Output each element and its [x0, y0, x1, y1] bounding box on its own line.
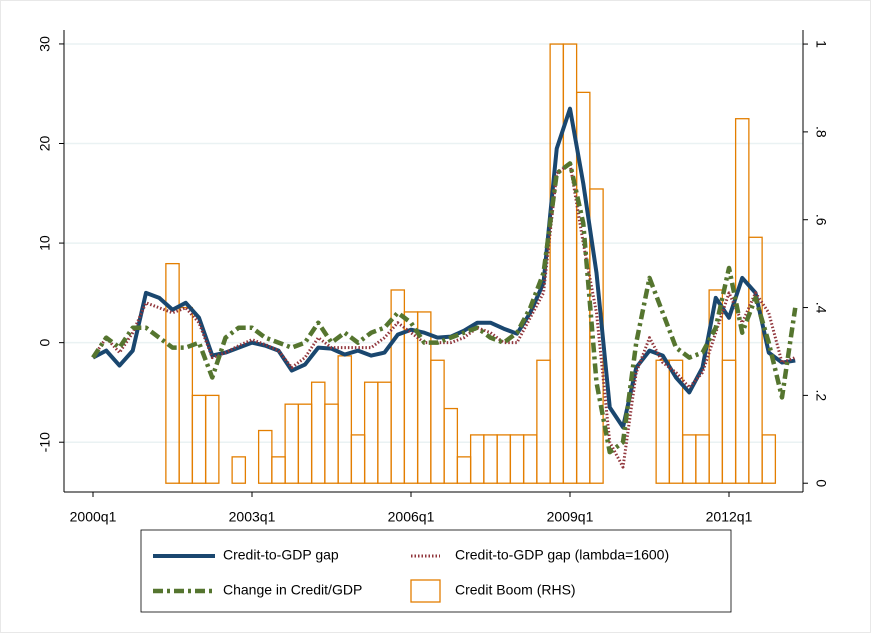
legend-label: Change in Credit/GDP	[223, 582, 362, 598]
bar	[204, 394, 220, 484]
bar	[748, 236, 763, 484]
y-tick-label: 20	[37, 136, 53, 152]
legend-label: Credit Boom (RHS)	[455, 582, 576, 598]
bar	[443, 407, 459, 484]
plot-area	[64, 30, 803, 492]
legend	[140, 529, 732, 613]
x-tick-label: 2000q1	[70, 509, 117, 525]
line	[91, 161, 796, 469]
y-tick-label: 10	[37, 235, 53, 251]
y2-tick-label: .6	[813, 214, 829, 226]
y-tick-label: 0	[37, 339, 53, 347]
bar	[761, 434, 777, 484]
line	[91, 161, 798, 455]
bar	[668, 359, 684, 484]
y2-tick-label: .8	[813, 126, 829, 138]
legend-label: Credit-to-GDP gap (lambda=1600)	[455, 547, 669, 563]
x-tick-label: 2009q1	[547, 509, 594, 525]
y2-tick-label: .4	[813, 302, 829, 314]
x-tick-label: 2012q1	[706, 509, 753, 525]
y-tick-label: -10	[37, 432, 53, 452]
x-tick-label: 2003q1	[229, 509, 276, 525]
y-tick-label: 30	[37, 36, 53, 52]
bar	[231, 456, 247, 484]
y2-tick-label: 0	[813, 479, 829, 487]
y2-tick-label: 1	[813, 40, 829, 48]
line	[92, 106, 796, 430]
x-tick-label: 2006q1	[388, 509, 435, 525]
legend-label: Credit-to-GDP gap	[223, 547, 339, 563]
y2-tick-label: .2	[813, 390, 829, 402]
legend-swatch	[410, 579, 441, 603]
